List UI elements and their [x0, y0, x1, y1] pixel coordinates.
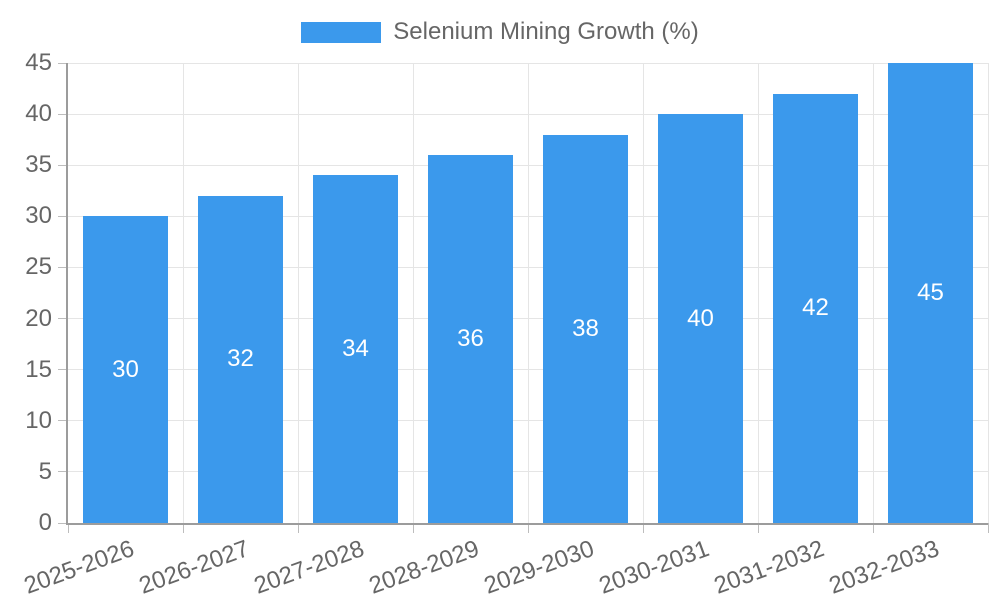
y-tick-label: 40 [25, 100, 52, 128]
y-tick-label: 45 [25, 49, 52, 76]
x-tick-mark [182, 523, 184, 533]
bar: 32 [198, 195, 283, 523]
y-tick-mark [58, 522, 68, 524]
x-gridline [872, 63, 874, 523]
bar-value-label: 42 [802, 294, 829, 322]
x-tick-mark [757, 523, 759, 533]
x-tick-label: 2027-2028 [250, 535, 368, 600]
y-tick-mark [58, 215, 68, 217]
bar: 36 [428, 155, 513, 523]
y-tick-label: 25 [25, 253, 52, 281]
bar: 34 [313, 175, 398, 523]
y-tick-mark [58, 113, 68, 115]
x-gridline [412, 63, 414, 523]
x-tick-mark [67, 523, 69, 533]
y-tick-mark [58, 266, 68, 268]
bar-value-label: 30 [112, 355, 139, 383]
x-gridline [987, 63, 989, 523]
y-tick-label: 20 [25, 304, 52, 332]
x-tick-mark [642, 523, 644, 533]
bar-value-label: 38 [572, 314, 599, 342]
bar: 42 [773, 93, 858, 523]
y-tick-mark [58, 164, 68, 166]
x-tick-mark [527, 523, 529, 533]
x-tick-mark [412, 523, 414, 533]
bar-value-label: 34 [342, 335, 369, 363]
bar-value-label: 32 [227, 345, 254, 373]
bar-value-label: 36 [457, 325, 484, 352]
bar: 30 [83, 216, 168, 523]
x-tick-label: 2031-2032 [710, 535, 828, 600]
x-tick-label: 2026-2027 [135, 535, 253, 600]
bar-value-label: 40 [687, 304, 714, 332]
x-gridline [297, 63, 299, 523]
x-gridline [757, 63, 759, 523]
legend[interactable]: Selenium Mining Growth (%) [0, 20, 1000, 44]
y-tick-label: 35 [25, 151, 52, 179]
x-tick-mark [297, 523, 299, 533]
y-tick-mark [58, 420, 68, 422]
y-tick-mark [58, 471, 68, 473]
x-axis-line [66, 523, 988, 525]
y-tick-label: 5 [38, 457, 52, 485]
y-tick-mark [58, 318, 68, 320]
bar: 40 [658, 114, 743, 523]
x-gridline [527, 63, 529, 523]
y-tick-label: 30 [25, 202, 52, 230]
x-tick-mark [987, 523, 989, 533]
x-gridline [182, 63, 184, 523]
x-tick-mark [872, 523, 874, 533]
x-tick-label: 2030-2031 [595, 535, 713, 600]
x-tick-label: 2029-2030 [480, 535, 598, 600]
x-tick-label: 2025-2026 [20, 535, 138, 600]
y-tick-mark [58, 62, 68, 64]
x-gridline [642, 63, 644, 523]
legend-swatch [301, 21, 382, 43]
bar-value-label: 45 [917, 279, 944, 306]
x-tick-label: 2032-2033 [825, 535, 943, 600]
y-tick-label: 15 [25, 355, 52, 383]
y-tick-mark [58, 369, 68, 371]
y-tick-label: 10 [25, 406, 52, 434]
y-tick-label: 0 [38, 509, 52, 536]
bar: 45 [888, 63, 973, 523]
legend-label: Selenium Mining Growth (%) [393, 18, 699, 45]
y-axis-line [66, 63, 68, 525]
x-tick-label: 2028-2029 [365, 535, 483, 600]
bar: 38 [543, 134, 628, 523]
